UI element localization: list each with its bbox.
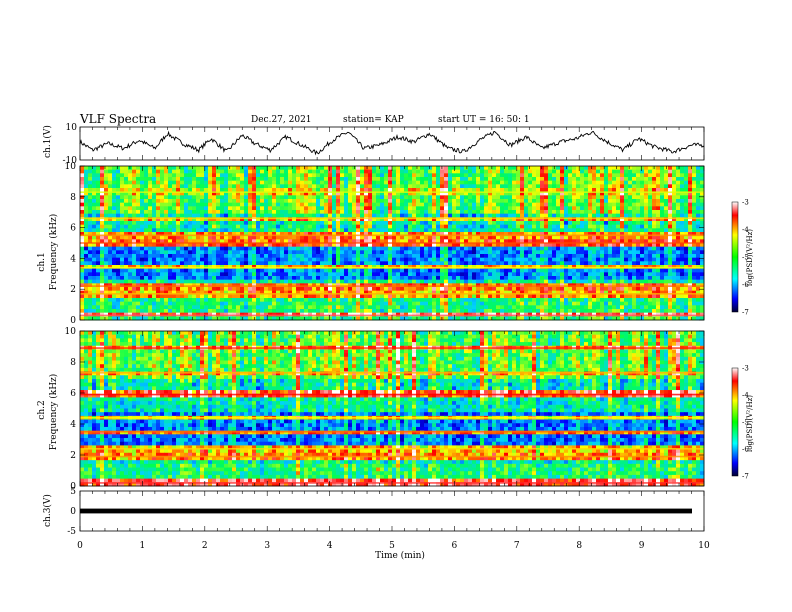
ch1-spec-ytick-1: 2: [70, 285, 76, 295]
ch1-spectrogram-panel: 0 2 4 6 8 10: [65, 162, 705, 326]
date-label: Dec.27, 2021: [251, 115, 312, 125]
ch1-waveform-panel: 10 -10: [63, 123, 705, 166]
ch1-spec-ytick-4: 8: [70, 193, 76, 203]
ch2-spectrogram-panel: 0 2 4 6 8 10: [65, 327, 705, 492]
ch2-spec-ytick-0: 0: [70, 482, 76, 492]
ch3-ylabel: ch.3(V): [42, 494, 53, 527]
ch2-colorbar-label: log(PSD)(V²/Hz): [746, 395, 754, 452]
ch1-spec-ylabel: ch.1: [37, 252, 47, 271]
ch1-spec-ytick-3: 6: [70, 224, 76, 234]
chart-title: VLF Spectra: [80, 112, 157, 126]
x-tick-9: 9: [639, 541, 645, 551]
x-tick-2: 2: [202, 541, 208, 551]
x-tick-1: 1: [140, 541, 146, 551]
ch2-spec-ytick-1: 2: [70, 451, 76, 461]
x-tick-5: 5: [389, 541, 395, 551]
ch2-spec-ytick-5: 10: [65, 327, 77, 337]
x-tick-4: 4: [327, 541, 333, 551]
ch1-spec-ytick-2: 4: [70, 254, 76, 264]
ch1-colorbar-tick-1: -4: [742, 226, 749, 234]
ch1-colorbar-label: log(PSD)(V²/Hz): [746, 229, 754, 286]
start-time-label: start UT = 16: 50: 1: [438, 115, 530, 125]
ch1-waveform-line: [79, 130, 705, 156]
x-tick-8: 8: [576, 541, 582, 551]
ch2-colorbar-tick-1: -4: [742, 392, 749, 400]
ch2-colorbar-tick-3: -6: [742, 446, 749, 454]
ch1-colorbar-tick-0: -3: [742, 199, 749, 207]
ch1-spec-ylabel2: Frequency (kHz): [48, 214, 59, 291]
ch1-colorbar: [731, 201, 739, 313]
ch1-colorbar-tick-3: -6: [742, 281, 749, 289]
ch1-ytick-1: -10: [63, 156, 78, 166]
ch1-ytick-0: 10: [66, 123, 78, 133]
ch2-colorbar-tick-4: -7: [742, 473, 749, 481]
ch2-spec-ylabel2: Frequency (kHz): [48, 374, 59, 451]
ch3-ytick-1: 0: [70, 507, 76, 517]
ch3-signal-band: [80, 508, 692, 514]
ch1-ylabel: ch.1(V): [42, 125, 53, 158]
ch2-spec-ylabel: ch.2: [37, 400, 47, 419]
x-tick-10: 10: [698, 541, 710, 551]
x-tick-6: 6: [452, 541, 458, 551]
ch3-ytick-2: -5: [67, 527, 76, 537]
x-tick-7: 7: [514, 541, 520, 551]
ch1-spec-ytick-0: 0: [70, 316, 76, 326]
station-label: station= KAP: [343, 115, 404, 125]
x-axis-label: Time (min): [375, 550, 425, 561]
ch1-spec-ytick-5: 10: [65, 162, 77, 172]
ch2-colorbar: [731, 367, 739, 477]
ch3-waveform-panel: 50-50 1 2 3 4 5 6 7 8 9 10: [67, 487, 710, 551]
x-tick-0: 0: [77, 541, 83, 551]
ch2-spec-ytick-4: 8: [70, 358, 76, 368]
ch2-colorbar-tick-0: -3: [742, 365, 749, 373]
ch1-colorbar-tick-4: -7: [742, 309, 749, 317]
ch2-colorbar-tick-2: -5: [742, 419, 749, 427]
ch2-spec-ytick-2: 4: [70, 420, 76, 430]
ch2-spec-ytick-3: 6: [70, 389, 76, 399]
x-tick-3: 3: [264, 541, 270, 551]
ch1-colorbar-tick-2: -5: [742, 254, 749, 262]
ch3-ytick-0: 5: [70, 487, 76, 497]
